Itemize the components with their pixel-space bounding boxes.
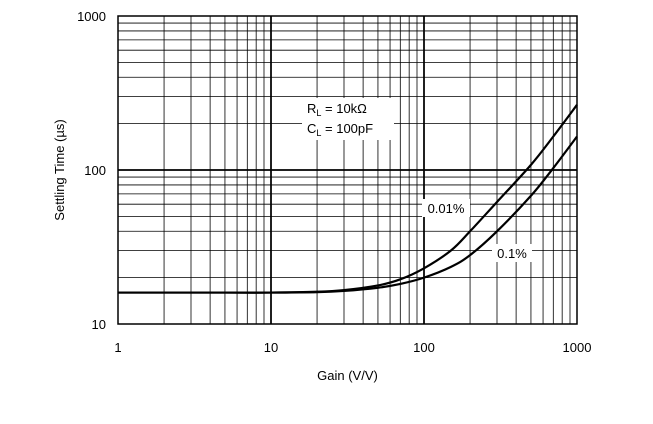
x-axis-title: Gain (V/V) xyxy=(317,368,378,383)
annotation-r-main: R xyxy=(307,101,316,116)
series-labels: 0.01% 0.1% xyxy=(422,199,532,262)
conditions-annotation: RL = 10kΩ CL = 100pF xyxy=(302,98,394,140)
annotation-r-value: = 10kΩ xyxy=(321,101,367,116)
y-tick-labels: 10 100 1000 xyxy=(77,9,106,332)
grid-lines xyxy=(118,16,577,324)
x-tick-label: 10 xyxy=(264,340,278,355)
y-tick-label: 10 xyxy=(92,317,106,332)
x-tick-label: 100 xyxy=(413,340,435,355)
y-tick-label: 1000 xyxy=(77,9,106,24)
x-tick-label: 1000 xyxy=(563,340,592,355)
series-label: 0.1% xyxy=(497,246,527,261)
y-tick-label: 100 xyxy=(84,163,106,178)
annotation-c-main: C xyxy=(307,121,316,136)
annotation-load-resistance: RL = 10kΩ xyxy=(307,101,367,118)
series-line xyxy=(118,137,577,293)
y-axis-title: Settling Time (µs) xyxy=(52,119,67,220)
x-tick-labels: 1 10 100 1000 xyxy=(114,340,591,355)
series-label: 0.01% xyxy=(428,201,465,216)
x-tick-label: 1 xyxy=(114,340,121,355)
annotation-c-value: = 100pF xyxy=(321,121,373,136)
